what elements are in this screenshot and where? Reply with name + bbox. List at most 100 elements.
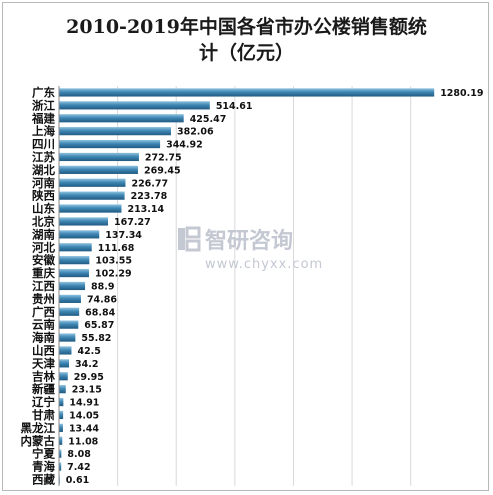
category-label-19: 海南 [32, 331, 55, 345]
value-label-3: 382.06 [177, 127, 214, 138]
bar-12 [59, 243, 92, 252]
value-label-25: 14.05 [69, 410, 99, 421]
watermark-url: www.chyxx.com [205, 257, 323, 272]
bar-10 [59, 217, 109, 226]
category-label-14: 重庆 [32, 266, 55, 280]
bar-7 [59, 178, 126, 187]
bar-8 [59, 191, 125, 200]
value-label-24: 14.91 [69, 398, 99, 409]
bar-21 [59, 359, 70, 368]
bar-24 [59, 397, 64, 407]
value-label-26: 13.44 [69, 423, 99, 434]
bar-6 [59, 165, 138, 174]
category-label-22: 吉林 [32, 369, 55, 383]
value-label-12: 111.68 [98, 243, 135, 254]
category-label-6: 湖北 [32, 163, 55, 177]
category-label-5: 江苏 [32, 150, 55, 164]
bar-5 [59, 152, 139, 162]
value-label-30: 0.61 [66, 475, 89, 486]
watermark-logo-icon [178, 226, 201, 252]
value-label-9: 213.14 [127, 204, 164, 215]
value-label-23: 23.15 [72, 385, 102, 396]
category-label-11: 湖南 [32, 227, 55, 241]
value-label-2: 425.47 [190, 114, 227, 125]
value-label-10: 167.27 [114, 217, 151, 228]
category-label-26: 黑龙江 [21, 421, 56, 435]
value-label-4: 344.92 [166, 140, 203, 151]
value-label-27: 11.08 [68, 436, 98, 447]
bar-11 [59, 230, 100, 239]
value-label-6: 269.45 [144, 165, 181, 176]
value-label-28: 8.08 [67, 449, 91, 460]
grid-lines [117, 86, 412, 486]
bar-3 [59, 127, 171, 136]
category-label-29: 青海 [32, 460, 55, 474]
category-label-15: 江西 [32, 279, 55, 293]
chart-title-line-1: 2010-2019年中国各省市办公楼销售额统 [66, 16, 427, 38]
category-label-8: 陕西 [32, 189, 55, 203]
bar-22 [59, 372, 68, 381]
bar-4 [59, 139, 161, 149]
bar-29 [59, 462, 62, 471]
value-label-20: 42.5 [77, 346, 100, 357]
category-labels: 广东浙江福建上海四川江苏湖北河南陕西山东北京湖南河北安徽重庆江西贵州广西云南海南… [21, 85, 56, 486]
value-label-14: 102.29 [95, 269, 132, 280]
bar-17 [59, 307, 80, 316]
chart-title-line-2: 计（亿元） [198, 42, 294, 64]
bar-18 [59, 320, 79, 329]
bar-16 [59, 294, 81, 303]
watermark: 智研咨询 www.chyxx.com [178, 226, 323, 272]
value-label-1: 514.61 [216, 101, 253, 112]
category-label-23: 新疆 [32, 382, 55, 396]
chart-title: 2010-2019年中国各省市办公楼销售额统 计（亿元） [0, 14, 493, 66]
category-label-30: 西藏 [32, 472, 55, 486]
category-label-9: 山东 [32, 202, 55, 216]
bar-19 [59, 333, 76, 342]
category-label-27: 内蒙古 [21, 434, 56, 448]
value-label-17: 68.84 [85, 307, 115, 318]
value-label-8: 223.78 [131, 191, 168, 202]
bar-23 [59, 385, 66, 394]
category-label-17: 广西 [32, 305, 55, 319]
value-label-11: 137.34 [105, 230, 142, 241]
value-label-13: 103.55 [95, 256, 132, 267]
bar-15 [59, 281, 86, 291]
value-label-15: 88.9 [91, 281, 114, 292]
bar-26 [59, 423, 63, 432]
category-label-1: 浙江 [32, 98, 55, 112]
category-label-13: 安徽 [32, 253, 55, 267]
category-label-28: 宁夏 [32, 447, 55, 461]
bar-14 [59, 268, 89, 278]
category-label-0: 广东 [32, 85, 55, 99]
value-label-5: 272.75 [145, 152, 182, 163]
category-label-18: 云南 [32, 318, 55, 332]
value-label-7: 226.77 [131, 178, 168, 189]
category-label-21: 天津 [32, 356, 55, 370]
bar-27 [59, 436, 63, 445]
watermark-logo-text: 智研咨询 [205, 228, 293, 254]
value-label-0: 1280.19 [440, 88, 483, 99]
bar-2 [59, 114, 184, 123]
bar-9 [59, 204, 122, 213]
value-label-21: 34.2 [75, 359, 98, 370]
bar-20 [59, 346, 72, 355]
category-label-20: 山西 [32, 343, 55, 357]
bar-0 [59, 88, 435, 97]
bar-28 [59, 449, 62, 458]
category-label-12: 河北 [32, 240, 55, 254]
value-label-22: 29.95 [74, 372, 104, 383]
category-label-24: 辽宁 [32, 395, 55, 409]
category-label-3: 上海 [32, 124, 55, 138]
value-label-29: 7.42 [67, 462, 90, 473]
value-label-19: 55.82 [81, 333, 111, 344]
bar-25 [59, 410, 64, 420]
category-label-16: 贵州 [32, 292, 55, 306]
category-label-25: 甘肃 [32, 408, 55, 422]
category-label-2: 福建 [31, 111, 55, 125]
category-label-10: 北京 [32, 214, 55, 228]
category-label-7: 河南 [32, 176, 55, 190]
value-label-16: 74.86 [87, 294, 117, 305]
bar-13 [59, 256, 90, 265]
